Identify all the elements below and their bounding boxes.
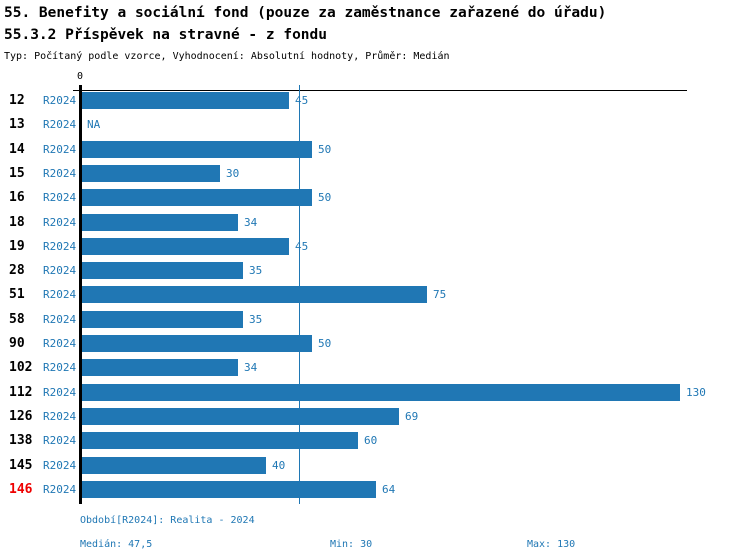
footer-period: Období[R2024]: Realita - 2024 — [80, 515, 255, 526]
row-series-label: R2024 — [43, 337, 77, 350]
row-category-label: 58 — [9, 312, 25, 327]
row-category-label: 51 — [9, 287, 25, 302]
row-series-label: R2024 — [43, 118, 77, 131]
row-series-label: R2024 — [43, 313, 77, 326]
row-category-label: 16 — [9, 190, 25, 205]
bar — [82, 457, 266, 474]
bar — [82, 384, 680, 401]
row-category-label: 126 — [9, 409, 33, 424]
row-series-label: R2024 — [43, 94, 77, 107]
bar — [82, 432, 358, 449]
page-title-line1: 55. Benefity a sociální fond (pouze za z… — [4, 5, 607, 21]
row-category-label: 19 — [9, 239, 25, 254]
bar-value-label: 45 — [295, 94, 309, 107]
bar — [82, 481, 376, 498]
row-category-label: 13 — [9, 117, 25, 132]
row-series-label: R2024 — [43, 459, 77, 472]
bar — [82, 214, 238, 231]
row-series-label: R2024 — [43, 216, 77, 229]
bar-value-label: 75 — [433, 288, 447, 301]
bar — [82, 141, 312, 158]
row-category-label: 90 — [9, 336, 25, 351]
row-category-label: 138 — [9, 433, 33, 448]
chart-subtitle: Typ: Počítaný podle vzorce, Vyhodnocení:… — [4, 51, 450, 62]
bar — [82, 359, 238, 376]
row-category-label: 145 — [9, 458, 33, 473]
bar — [82, 286, 427, 303]
bar-value-label: 30 — [226, 167, 240, 180]
bar — [82, 189, 312, 206]
bar — [82, 92, 289, 109]
bar-value-label: 64 — [382, 483, 396, 496]
bar — [82, 238, 289, 255]
y-axis-line — [79, 85, 82, 504]
row-series-label: R2024 — [43, 240, 77, 253]
footer-max: Max: 130 — [527, 539, 576, 550]
row-series-label: R2024 — [43, 264, 77, 277]
row-series-label: R2024 — [43, 483, 77, 496]
bar-value-label: 50 — [318, 337, 332, 350]
bar — [82, 165, 220, 182]
row-category-label: 18 — [9, 215, 25, 230]
x-axis-zero-tick-label: 0 — [77, 71, 84, 82]
row-category-label: 28 — [9, 263, 25, 278]
row-category-label: 102 — [9, 360, 33, 375]
row-series-label: R2024 — [43, 386, 77, 399]
bar — [82, 262, 243, 279]
page-title-line2: 55.3.2 Příspěvek na stravné - z fondu — [4, 27, 328, 43]
x-axis-line — [73, 90, 687, 91]
row-series-label: R2024 — [43, 434, 77, 447]
row-series-label: R2024 — [43, 143, 77, 156]
row-series-label: R2024 — [43, 288, 77, 301]
bar-value-label: 45 — [295, 240, 309, 253]
row-category-label: 112 — [9, 385, 33, 400]
bar-value-label: 130 — [686, 386, 706, 399]
footer-min: Min: 30 — [330, 539, 373, 550]
bar-value-label: 60 — [364, 434, 378, 447]
row-series-label: R2024 — [43, 361, 77, 374]
row-series-label: R2024 — [43, 167, 77, 180]
row-series-label: R2024 — [43, 191, 77, 204]
bar-value-label: 40 — [272, 459, 286, 472]
row-category-label: 12 — [9, 93, 25, 108]
bar — [82, 311, 243, 328]
bar-value-label: 34 — [244, 216, 258, 229]
row-category-label: 15 — [9, 166, 25, 181]
row-category-label: 146 — [9, 482, 33, 497]
bar-value-label: 50 — [318, 191, 332, 204]
row-series-label: R2024 — [43, 410, 77, 423]
footer-median: Medián: 47,5 — [80, 539, 153, 550]
bar — [82, 408, 399, 425]
row-category-label: 14 — [9, 142, 25, 157]
bar-value-label: 35 — [249, 264, 263, 277]
bar-value-label: 69 — [405, 410, 419, 423]
bar-value-label: 50 — [318, 143, 332, 156]
bar — [82, 335, 312, 352]
bar-value-label: 35 — [249, 313, 263, 326]
bar-value-label: 34 — [244, 361, 258, 374]
bar-na-label: NA — [87, 118, 101, 131]
